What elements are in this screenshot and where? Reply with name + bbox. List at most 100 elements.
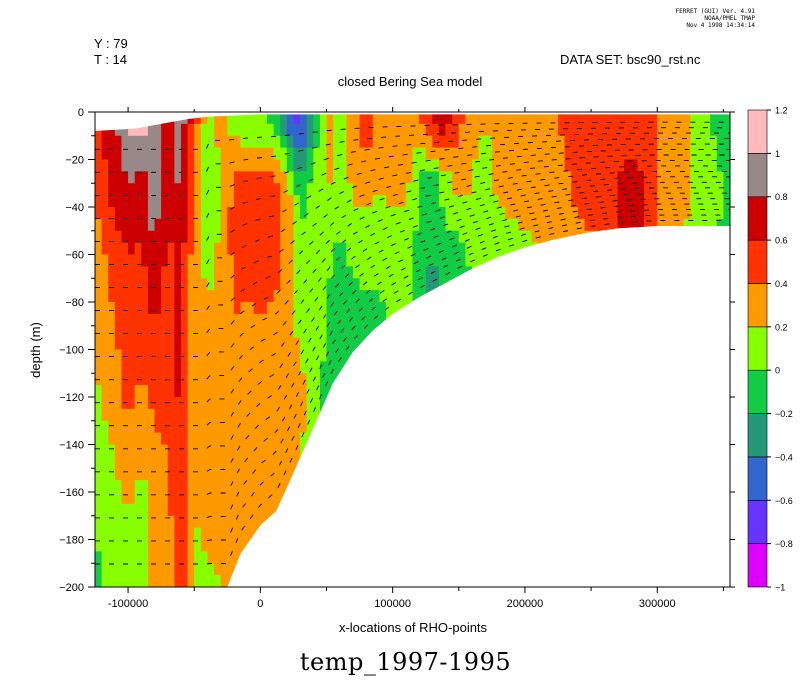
field-cell — [108, 183, 116, 196]
field-cell — [392, 112, 400, 125]
field-cell — [108, 242, 116, 256]
field-cell — [663, 135, 672, 149]
field-cell — [247, 147, 255, 161]
field-cell — [293, 266, 301, 279]
field-cell — [227, 278, 235, 291]
field-cell — [154, 420, 162, 434]
field-cell — [300, 159, 308, 172]
field-cell — [227, 480, 235, 493]
field-cell — [306, 420, 314, 434]
field-cell — [366, 112, 374, 125]
field-cell — [101, 337, 109, 351]
field-cell — [121, 361, 129, 374]
field-cell — [128, 266, 136, 279]
field-cell — [306, 242, 314, 256]
field-cell — [161, 349, 169, 362]
field-cell — [273, 444, 281, 457]
field-cell — [167, 337, 175, 351]
field-cell — [670, 183, 678, 196]
field-cell — [650, 123, 658, 137]
field-cell — [339, 147, 347, 161]
field-cell — [161, 468, 169, 481]
field-cell — [438, 135, 447, 149]
field-cell — [319, 397, 328, 410]
field-cell — [167, 361, 175, 374]
field-cell — [214, 242, 222, 256]
field-cell — [95, 468, 103, 481]
field-cell — [266, 361, 275, 374]
field-cell — [180, 551, 189, 564]
field-cell — [425, 230, 433, 244]
field-cell — [280, 361, 288, 374]
field-cell — [180, 302, 189, 315]
field-cell — [180, 183, 189, 196]
field-cell — [419, 278, 427, 291]
field-cell — [604, 207, 612, 220]
field-cell — [207, 480, 215, 493]
field-cell — [220, 290, 228, 303]
field-cell — [531, 230, 539, 244]
field-cell — [227, 254, 235, 267]
field-cell — [187, 195, 195, 208]
field-cell — [200, 420, 209, 434]
field-cell — [233, 254, 242, 267]
field-cell — [200, 515, 209, 529]
field-cell — [511, 218, 519, 232]
field-cell — [108, 325, 116, 339]
field-cell — [108, 123, 116, 137]
field-cell — [405, 218, 414, 232]
colorbar-label: −0.2 — [775, 409, 793, 419]
field-cell — [359, 325, 367, 339]
field-cell — [194, 492, 202, 505]
field-cell — [558, 230, 566, 244]
field-cell — [339, 266, 347, 279]
field-cell — [438, 254, 447, 267]
field-cell — [147, 171, 156, 184]
field-cell — [121, 408, 129, 422]
field-cell — [134, 361, 142, 374]
field-cell — [498, 123, 506, 137]
field-cell — [505, 147, 513, 161]
field-cell — [392, 290, 400, 303]
field-cell — [392, 242, 400, 256]
field-cell — [412, 135, 420, 149]
field-cell — [147, 218, 156, 232]
field-cell — [247, 480, 255, 493]
field-cell — [114, 147, 123, 161]
field-cell — [399, 242, 407, 256]
field-cell — [419, 266, 427, 279]
field-cell — [637, 112, 645, 125]
field-cell — [101, 503, 109, 517]
field-cell — [101, 302, 109, 315]
field-cell — [293, 171, 301, 184]
field-cell — [300, 254, 308, 267]
field-cell — [253, 242, 261, 256]
field-cell — [273, 313, 281, 327]
field-cell — [518, 218, 526, 232]
field-cell — [247, 123, 255, 137]
field-cell — [399, 218, 407, 232]
field-cell — [121, 159, 129, 172]
field-cell — [524, 123, 533, 137]
field-cell — [399, 135, 407, 149]
field-cell — [147, 480, 156, 493]
field-cell — [458, 112, 467, 125]
field-cell — [313, 290, 321, 303]
field-cell — [379, 123, 387, 137]
field-cell — [650, 135, 658, 149]
field-cell — [233, 349, 242, 362]
field-cell — [710, 123, 718, 137]
field-cell — [511, 183, 519, 196]
field-cell — [293, 373, 301, 386]
field-cell — [266, 266, 275, 279]
field-cell — [128, 480, 136, 493]
field-cell — [333, 147, 341, 161]
field-cell — [544, 207, 552, 220]
field-cell — [300, 337, 308, 351]
field-cell — [564, 147, 572, 161]
field-cell — [167, 575, 175, 587]
field-cell — [128, 492, 136, 505]
field-cell — [174, 337, 182, 351]
field-cell — [207, 397, 215, 410]
field-cell — [306, 349, 314, 362]
